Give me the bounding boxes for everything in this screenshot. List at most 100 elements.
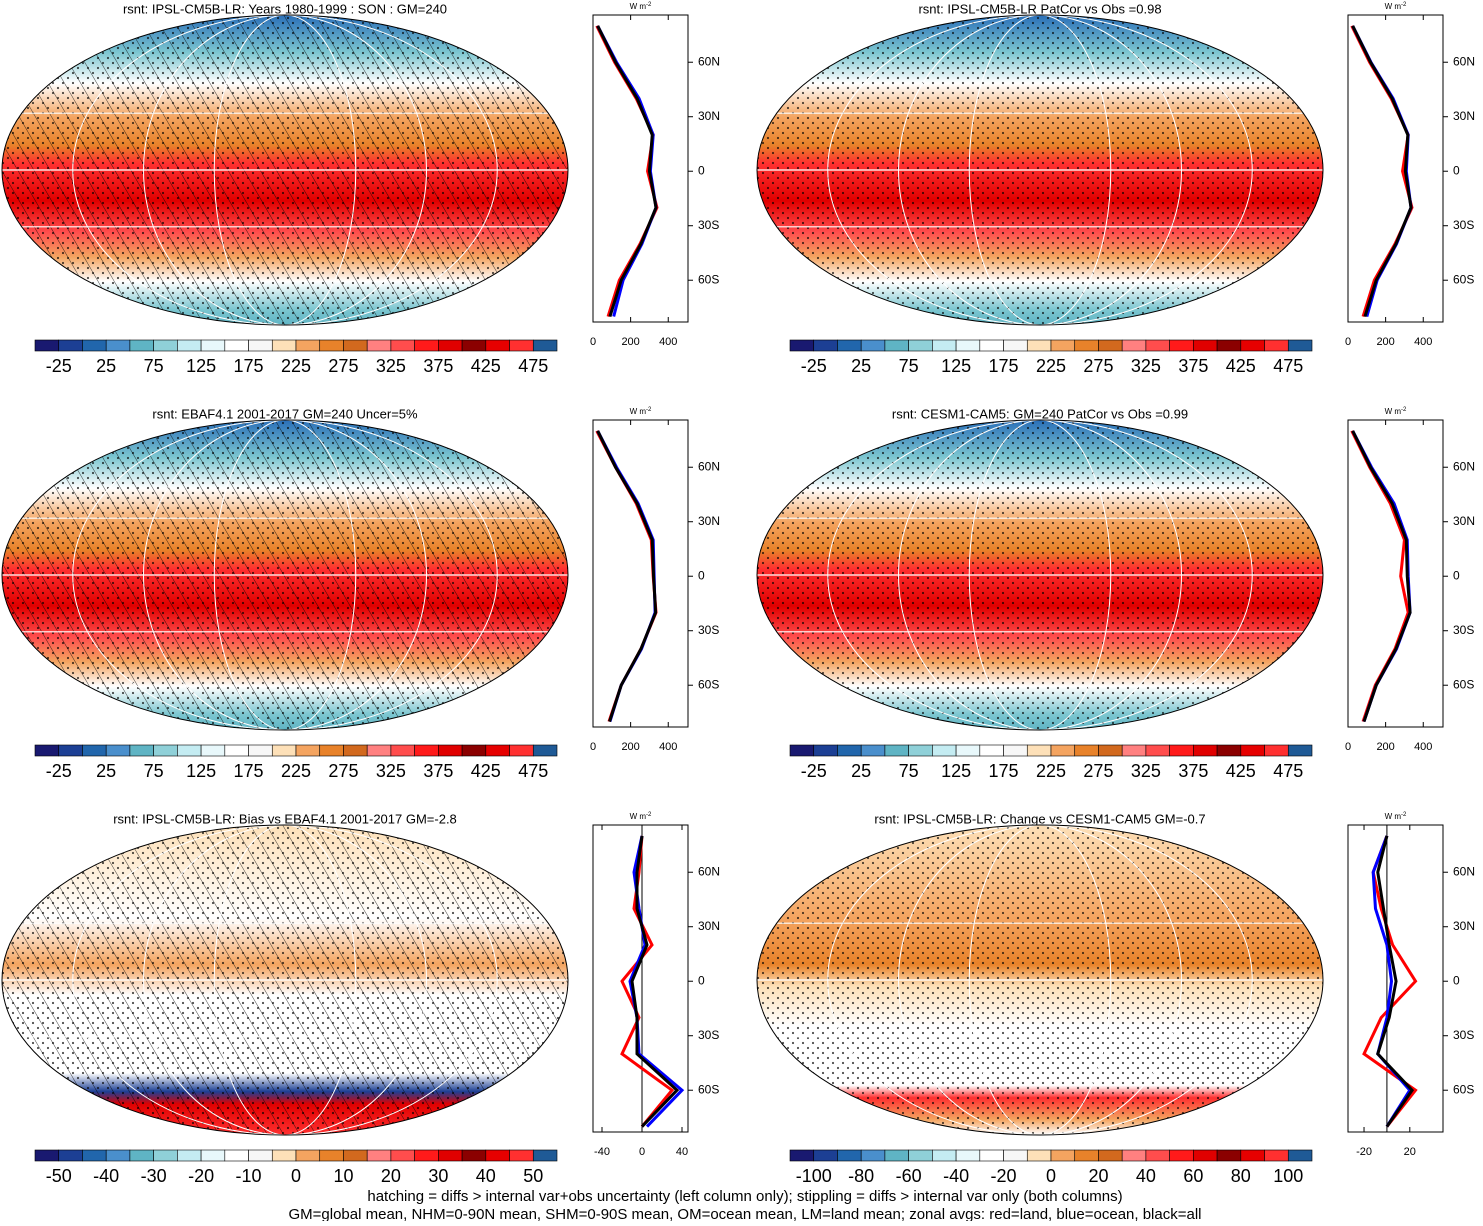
colorbar-box — [82, 339, 107, 352]
colorbar-box — [1169, 744, 1194, 757]
x-tick-label: 400 — [659, 336, 677, 348]
zonal-line — [630, 835, 680, 1128]
colorbar-box — [1121, 744, 1147, 757]
y-tick-label: 30N — [1453, 919, 1475, 933]
colorbar-box — [1169, 1149, 1194, 1162]
colorbar-label: 425 — [471, 761, 501, 781]
colorbar-box — [58, 744, 83, 757]
colorbar-box — [884, 744, 909, 757]
colorbar-label: -20 — [991, 1166, 1017, 1186]
y-tick-label: 30S — [1453, 623, 1474, 637]
colorbar-box — [884, 339, 909, 352]
colorbar-box — [177, 339, 202, 352]
colorbar-box — [129, 339, 154, 352]
colorbar-box — [1264, 744, 1289, 757]
colorbar-label: 175 — [989, 356, 1019, 376]
colorbar-box — [813, 339, 838, 352]
colorbar-box — [105, 1149, 131, 1162]
y-tick-label: 60S — [698, 677, 719, 691]
colorbar-label: 175 — [989, 761, 1019, 781]
panel-title: rsnt: EBAF4.1 2001-2017 GM=240 Uncer=5% — [152, 406, 418, 421]
footer-note: hatching = diffs > internal var+obs unce… — [367, 1188, 1122, 1205]
y-tick-label: 30S — [698, 623, 719, 637]
x-tick-label: 0 — [590, 741, 596, 753]
colorbar-box — [414, 1149, 439, 1162]
colorbar-label: 325 — [376, 356, 406, 376]
colorbar-box — [1216, 1149, 1242, 1162]
colorbar-box — [1003, 744, 1028, 757]
colorbar-box — [955, 744, 981, 757]
colorbar-box — [908, 339, 933, 352]
colorbar-box — [414, 744, 439, 757]
colorbar-label: -20 — [188, 1166, 214, 1186]
colorbar-label: -80 — [848, 1166, 874, 1186]
colorbar-box — [153, 744, 178, 757]
colorbar-label: 75 — [144, 356, 164, 376]
y-tick-label: 60S — [1453, 1082, 1474, 1096]
colorbar-label: -50 — [46, 1166, 72, 1186]
colorbar-box — [813, 1149, 838, 1162]
colorbar-label: 225 — [1036, 356, 1066, 376]
colorbar-box — [34, 1149, 60, 1162]
colorbar-label: -25 — [801, 356, 827, 376]
colorbar-label: -10 — [236, 1166, 262, 1186]
colorbar-label: 25 — [851, 761, 871, 781]
panel-title: rsnt: IPSL-CM5B-LR: Years 1980-1999 : SO… — [123, 1, 447, 16]
panel-title: rsnt: IPSL-CM5B-LR PatCor vs Obs =0.98 — [918, 1, 1161, 16]
unit-label: W m-2 — [630, 407, 652, 417]
x-tick-label: 200 — [1376, 741, 1394, 753]
y-tick-label: 60S — [1453, 272, 1474, 286]
x-tick-label: -40 — [594, 1146, 610, 1158]
colorbar-box — [1145, 744, 1170, 757]
colorbar-box — [58, 339, 83, 352]
colorbar-box — [129, 744, 154, 757]
y-tick-label: 0 — [1453, 568, 1460, 582]
colorbar-label: -30 — [141, 1166, 167, 1186]
colorbar-box — [438, 1149, 463, 1162]
colorbar-box — [1145, 1149, 1170, 1162]
colorbar-box — [295, 1149, 321, 1162]
colorbar-box — [1121, 1149, 1147, 1162]
colorbar-label: 75 — [899, 356, 919, 376]
colorbar-label: 125 — [186, 761, 216, 781]
y-tick-label: 0 — [1453, 973, 1460, 987]
colorbar-box — [343, 1149, 368, 1162]
colorbar-box — [295, 339, 321, 352]
colorbar-box — [1216, 339, 1242, 352]
colorbar-label: 50 — [523, 1166, 543, 1186]
colorbar-box — [789, 744, 815, 757]
profile-frame — [1347, 14, 1444, 323]
x-tick-label: -20 — [1356, 1146, 1372, 1158]
colorbar-box — [1050, 339, 1076, 352]
colorbar-box — [1074, 339, 1099, 352]
colorbar-box — [343, 744, 368, 757]
colorbar-box — [177, 1149, 202, 1162]
y-tick-label: 30N — [698, 514, 720, 528]
x-tick-label: 200 — [1376, 336, 1394, 348]
unit: W m — [630, 812, 647, 821]
y-tick-label: 30S — [1453, 1028, 1474, 1042]
colorbar-box — [908, 744, 933, 757]
unit-label: W m-2 — [1385, 812, 1407, 822]
colorbar-box — [1193, 339, 1218, 352]
zonal-line — [1351, 430, 1412, 723]
y-tick-label: 0 — [698, 973, 705, 987]
colorbar-box — [366, 339, 392, 352]
profile-frame — [592, 419, 689, 728]
colorbar-box — [1145, 339, 1170, 352]
colorbar-label: 275 — [1083, 761, 1113, 781]
colorbar-box — [1216, 744, 1242, 757]
y-tick-label: 30S — [698, 218, 719, 232]
map-border — [1, 824, 569, 1136]
y-tick-label: 30S — [698, 1028, 719, 1042]
panel-title: rsnt: IPSL-CM5B-LR: Change vs CESM1-CAM5… — [874, 811, 1205, 826]
colorbar-box — [532, 1149, 558, 1162]
colorbar-label: 40 — [1136, 1166, 1156, 1186]
unit-label: W m-2 — [630, 812, 652, 822]
x-tick-label: 0 — [590, 336, 596, 348]
x-tick-label: 0 — [1345, 741, 1351, 753]
colorbar-label: 225 — [281, 356, 311, 376]
unit: W m — [630, 2, 647, 11]
colorbar-box — [979, 744, 1004, 757]
colorbar-box — [1003, 1149, 1028, 1162]
